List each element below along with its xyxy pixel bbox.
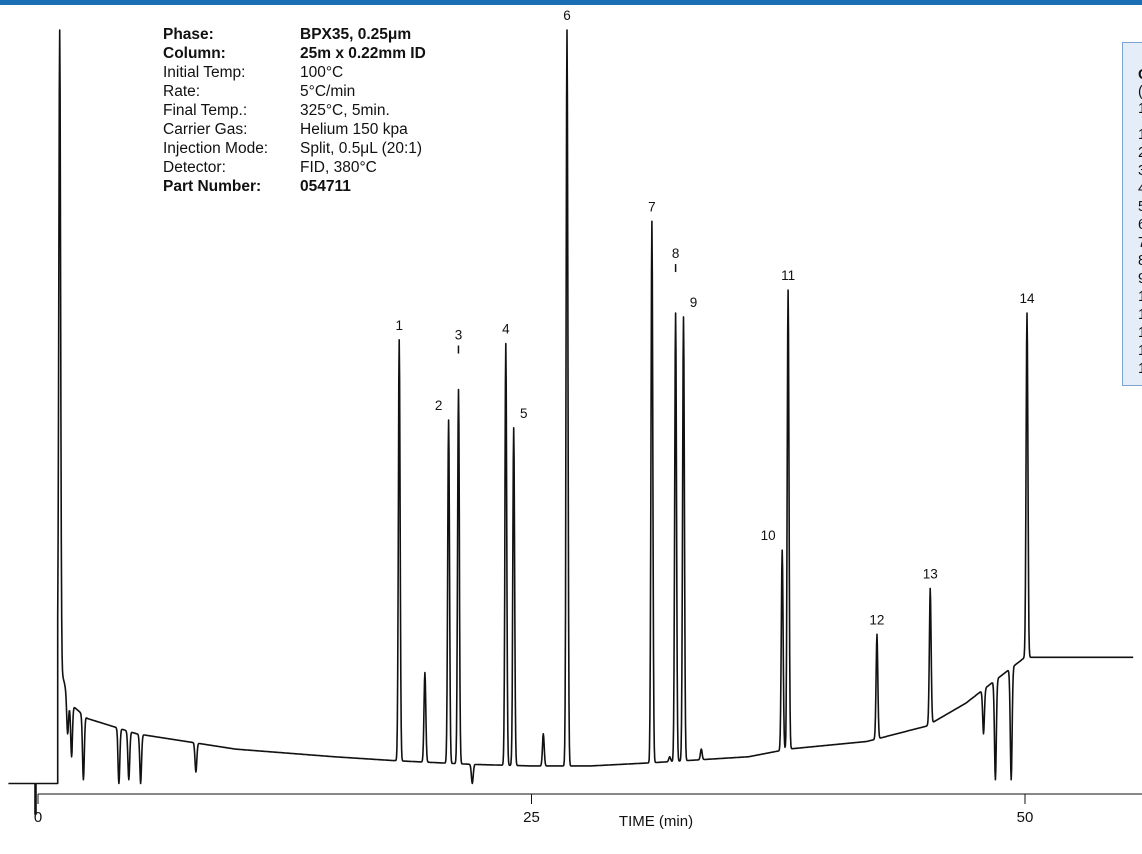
top-accent-bar — [0, 0, 1142, 5]
legend-fragment: 8 — [1138, 253, 1142, 269]
param-value: 25m x 0.22mm ID — [300, 45, 426, 62]
param-row: Initial Temp: 100°C — [163, 63, 426, 82]
param-label: Detector: — [163, 159, 226, 176]
peak-label: 8 — [672, 246, 680, 261]
param-label: Rate: — [163, 83, 201, 100]
peak-label: 1 — [395, 318, 403, 333]
param-row: Injection Mode: Split, 0.5μL (20:1) — [163, 139, 426, 158]
legend-fragment: 1 — [1138, 361, 1142, 377]
param-row: Final Temp.: 325°C, 5min. — [163, 101, 426, 120]
param-value: 5°C/min — [300, 83, 356, 100]
param-row: Detector: FID, 380°C — [163, 158, 426, 177]
legend-fragment: 3 — [1138, 163, 1142, 179]
legend-fragment: 4 — [1138, 181, 1142, 197]
peak-label: 11 — [781, 268, 795, 283]
legend-fragment: 5 — [1138, 199, 1142, 215]
legend-fragment: 1 — [1138, 101, 1142, 117]
param-label: Phase: — [163, 26, 214, 43]
param-value: 100°C — [300, 64, 344, 81]
param-label: Initial Temp: — [163, 64, 246, 81]
legend-fragment: 1 — [1138, 343, 1142, 359]
peak-label: 10 — [761, 528, 776, 543]
peak-label: 14 — [1019, 291, 1035, 306]
peak-label: 6 — [563, 8, 571, 23]
peak-label: 2 — [435, 398, 443, 413]
param-label: Column: — [163, 45, 226, 62]
x-tick-label: 0 — [34, 809, 42, 826]
legend-fragment: 2 — [1138, 145, 1142, 161]
x-tick-label: 50 — [1017, 809, 1034, 826]
param-value: Helium 150 kpa — [300, 121, 408, 138]
param-value: BPX35, 0.25μm — [300, 26, 412, 43]
param-label: Carrier Gas: — [163, 121, 248, 138]
peak-label: 5 — [520, 406, 528, 421]
peak-label: 9 — [690, 295, 698, 310]
param-value: Split, 0.5μL (20:1) — [300, 140, 423, 157]
legend-fragment: 7 — [1138, 235, 1142, 251]
peak-label: 13 — [923, 566, 938, 581]
param-row: Carrier Gas: Helium 150 kpa — [163, 120, 426, 139]
peak-label: 4 — [502, 322, 510, 337]
peak-label: 12 — [869, 612, 884, 627]
method-parameters: Phase: BPX35, 0.25μm Column: 25m x 0.22mm I… — [163, 25, 426, 196]
legend-fragment: 6 — [1138, 217, 1142, 233]
legend-fragment: 1 — [1138, 289, 1142, 305]
x-tick-label: 25 — [523, 809, 540, 826]
param-value: 325°C, 5min. — [300, 102, 390, 119]
param-label: Part Number: — [163, 178, 262, 195]
legend-fragment: C — [1138, 67, 1142, 83]
param-row: Part Number: 054711 — [163, 177, 426, 196]
param-value: 054711 — [300, 178, 351, 195]
param-row: Phase: BPX35, 0.25μm — [163, 25, 426, 44]
chromatogram-trace — [8, 29, 1134, 815]
param-value: FID, 380°C — [300, 159, 377, 176]
legend-fragment: ( — [1138, 84, 1142, 100]
peak-label: 7 — [648, 199, 656, 214]
legend-fragment: 1 — [1138, 127, 1142, 143]
legend-fragment: 1 — [1138, 325, 1142, 341]
legend-fragment: 1 — [1138, 307, 1142, 323]
compound-legend-box: C(1 1 2 3 4 5 6 7 8 9 1 1 1 1 1 — [1122, 42, 1142, 386]
param-row: Column: 25m x 0.22mm ID — [163, 44, 426, 63]
peak-label: 3 — [455, 328, 463, 343]
param-label: Injection Mode: — [163, 140, 269, 157]
legend-fragment: 9 — [1138, 271, 1142, 287]
param-label: Final Temp.: — [163, 102, 248, 119]
x-axis-label: TIME (min) — [619, 813, 693, 830]
param-row: Rate: 5°C/min — [163, 82, 426, 101]
